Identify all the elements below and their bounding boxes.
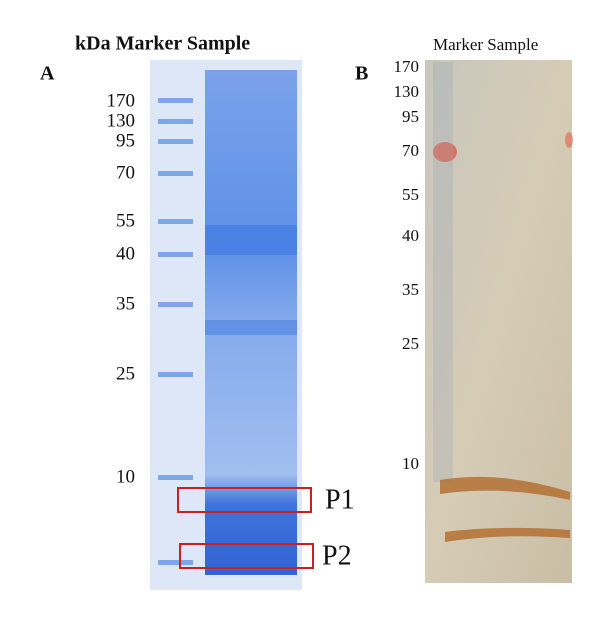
- marker-label: 95: [116, 130, 135, 151]
- marker-label: 10: [116, 466, 135, 487]
- marker-label: 70: [402, 141, 419, 160]
- box-label: P1: [325, 484, 355, 515]
- marker-label: 130: [394, 82, 420, 101]
- marker-label: 35: [402, 280, 419, 299]
- marker-label: 40: [402, 226, 419, 245]
- blot-b: [425, 60, 573, 583]
- lane-header: kDa Marker Sample: [75, 33, 250, 55]
- marker-label: 25: [402, 334, 419, 353]
- panel-label: B: [355, 63, 368, 85]
- lane-header: Marker Sample: [433, 35, 538, 54]
- marker-label: 130: [107, 110, 136, 131]
- marker-label: 25: [116, 363, 135, 384]
- marker-label: 10: [402, 454, 419, 473]
- marker-label: 35: [116, 293, 135, 314]
- marker-label: 55: [402, 185, 419, 204]
- marker-label: 170: [394, 57, 420, 76]
- marker-label: 40: [116, 243, 135, 264]
- marker-label: 70: [116, 162, 135, 183]
- box-label: P2: [322, 540, 352, 571]
- panel-label: A: [40, 63, 55, 85]
- gel-a: [150, 60, 314, 590]
- marker-label: 55: [116, 210, 135, 231]
- marker-label: 170: [107, 90, 136, 111]
- marker-label: 95: [402, 107, 419, 126]
